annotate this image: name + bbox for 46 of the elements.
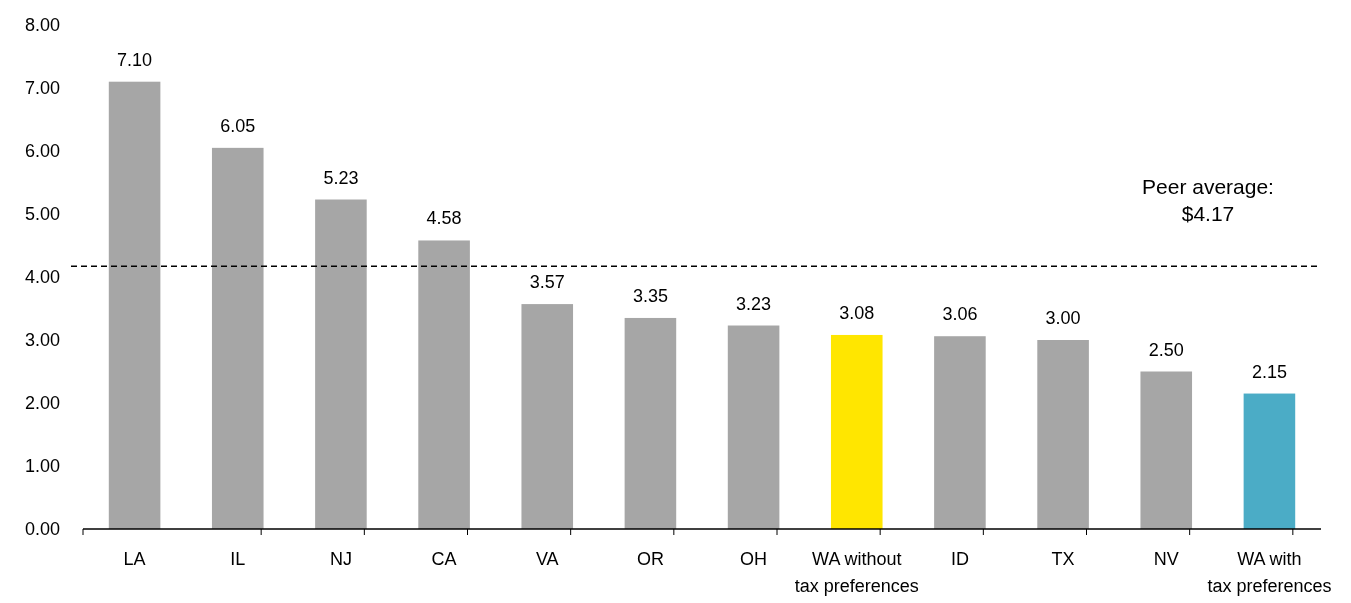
x-tick-label: OH: [740, 549, 768, 569]
bar: [1140, 371, 1193, 529]
data-label: 3.35: [632, 285, 668, 306]
bar: [934, 336, 986, 529]
bar: [521, 304, 574, 529]
data-label: 5.23: [323, 167, 359, 188]
x-tick-label: ID: [950, 549, 969, 569]
x-tick-label: LA: [123, 549, 146, 569]
data-label: 3.57: [529, 272, 565, 293]
bar: [315, 199, 367, 529]
data-label: 7.10: [117, 49, 153, 70]
y-tick-label: 8.00: [24, 15, 60, 36]
data-label: 3.00: [1045, 308, 1081, 328]
y-tick-label: 6.00: [24, 141, 60, 162]
x-tick-label: WA with tax preferences: [1207, 549, 1332, 596]
x-tick-label: NV: [1153, 549, 1179, 569]
bar: [830, 334, 883, 529]
data-label: 2.50: [1148, 339, 1184, 360]
x-tick-label: CA: [431, 549, 457, 569]
data-label: 4.58: [426, 208, 462, 229]
bar: [211, 147, 264, 529]
y-tick-label: 5.00: [24, 204, 60, 225]
data-label: 3.06: [942, 304, 978, 325]
y-tick-label: 2.00: [24, 393, 60, 414]
ref-line-label: Peer average: $4.17: [1142, 175, 1274, 226]
y-tick-label: 4.00: [24, 267, 60, 288]
x-tick-label: TX: [1051, 549, 1075, 569]
bar: [624, 317, 677, 529]
bar: [418, 240, 470, 529]
data-label: 6.05: [220, 115, 256, 136]
y-tick-label: 7.00: [24, 78, 60, 99]
bar: [108, 81, 161, 529]
x-tick-label: NJ: [329, 549, 352, 569]
x-tick-label: IL: [230, 549, 246, 569]
x-tick-label: OR: [636, 549, 664, 569]
bar: [1037, 340, 1089, 529]
y-tick-label: 0.00: [24, 519, 60, 540]
y-tick-label: 3.00: [24, 330, 60, 351]
x-tick-label: WA without tax preferences: [794, 549, 919, 596]
bar: [1243, 393, 1296, 529]
data-label: 2.15: [1251, 361, 1287, 382]
data-label: 3.08: [839, 302, 875, 323]
bar: [727, 325, 780, 529]
data-label: 3.23: [736, 293, 772, 314]
x-tick-label: VA: [535, 549, 559, 569]
y-tick-label: 1.00: [24, 456, 60, 477]
